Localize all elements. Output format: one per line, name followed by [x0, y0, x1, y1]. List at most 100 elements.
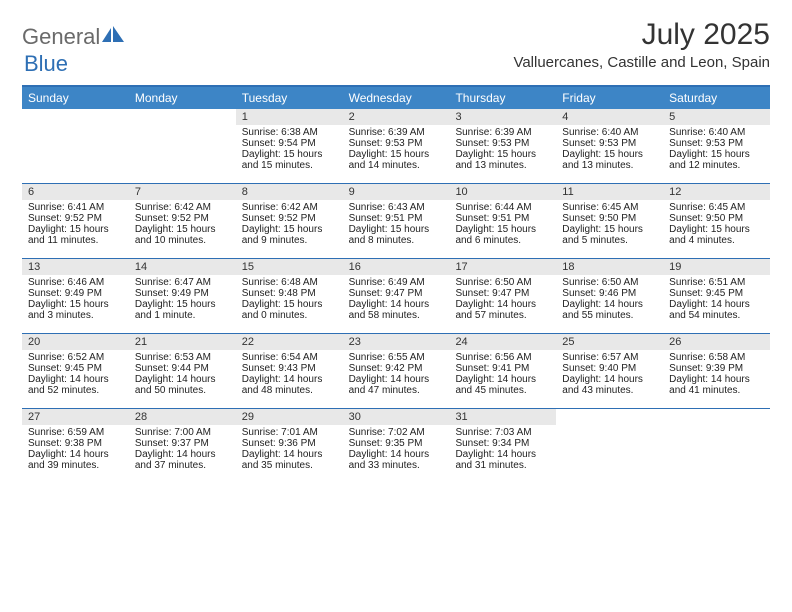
calendar-week: 20212223242526Sunrise: 6:52 AMSunset: 9:… — [22, 334, 770, 409]
day-number: 3 — [449, 109, 556, 125]
daynum-row: 12345 — [22, 109, 770, 125]
daybody-row: Sunrise: 6:52 AMSunset: 9:45 PMDaylight:… — [22, 350, 770, 408]
day-number: 30 — [343, 409, 450, 425]
day-cell — [556, 425, 663, 483]
dow-header: Monday — [129, 87, 236, 109]
logo-sail-icon — [102, 26, 124, 49]
weeks-container: 12345Sunrise: 6:38 AMSunset: 9:54 PMDayl… — [22, 109, 770, 483]
day-number: 27 — [22, 409, 129, 425]
day-cell: Sunrise: 6:42 AMSunset: 9:52 PMDaylight:… — [236, 200, 343, 258]
day-number: 31 — [449, 409, 556, 425]
day-cell: Sunrise: 6:44 AMSunset: 9:51 PMDaylight:… — [449, 200, 556, 258]
day-cell: Sunrise: 6:48 AMSunset: 9:48 PMDaylight:… — [236, 275, 343, 333]
day-number: 19 — [663, 259, 770, 275]
daybody-row: Sunrise: 6:59 AMSunset: 9:38 PMDaylight:… — [22, 425, 770, 483]
day-number: 12 — [663, 184, 770, 200]
calendar-week: 12345Sunrise: 6:38 AMSunset: 9:54 PMDayl… — [22, 109, 770, 184]
day-cell: Sunrise: 7:03 AMSunset: 9:34 PMDaylight:… — [449, 425, 556, 483]
calendar-week: 2728293031Sunrise: 6:59 AMSunset: 9:38 P… — [22, 409, 770, 483]
day-number: 25 — [556, 334, 663, 350]
day-cell: Sunrise: 6:55 AMSunset: 9:42 PMDaylight:… — [343, 350, 450, 408]
day-cell: Sunrise: 6:58 AMSunset: 9:39 PMDaylight:… — [663, 350, 770, 408]
day-number: 2 — [343, 109, 450, 125]
day-number — [22, 109, 129, 125]
day-cell: Sunrise: 6:51 AMSunset: 9:45 PMDaylight:… — [663, 275, 770, 333]
day-number: 7 — [129, 184, 236, 200]
daynum-row: 13141516171819 — [22, 259, 770, 275]
dow-header: Tuesday — [236, 87, 343, 109]
day-cell: Sunrise: 6:50 AMSunset: 9:46 PMDaylight:… — [556, 275, 663, 333]
day-number: 26 — [663, 334, 770, 350]
title-block: July 2025 Valluercanes, Castille and Leo… — [513, 18, 770, 71]
brand-part2: Blue — [24, 51, 68, 76]
day-cell: Sunrise: 6:49 AMSunset: 9:47 PMDaylight:… — [343, 275, 450, 333]
day-cell: Sunrise: 7:02 AMSunset: 9:35 PMDaylight:… — [343, 425, 450, 483]
day-cell: Sunrise: 6:39 AMSunset: 9:53 PMDaylight:… — [343, 125, 450, 183]
dow-header: Friday — [556, 87, 663, 109]
day-cell: Sunrise: 6:59 AMSunset: 9:38 PMDaylight:… — [22, 425, 129, 483]
day-number — [663, 409, 770, 425]
day-number — [556, 409, 663, 425]
day-number — [129, 109, 236, 125]
day-cell: Sunrise: 6:52 AMSunset: 9:45 PMDaylight:… — [22, 350, 129, 408]
day-number: 1 — [236, 109, 343, 125]
day-number: 20 — [22, 334, 129, 350]
daybody-row: Sunrise: 6:46 AMSunset: 9:49 PMDaylight:… — [22, 275, 770, 333]
day-number: 13 — [22, 259, 129, 275]
day-cell: Sunrise: 6:50 AMSunset: 9:47 PMDaylight:… — [449, 275, 556, 333]
day-number: 28 — [129, 409, 236, 425]
day-cell: Sunrise: 6:45 AMSunset: 9:50 PMDaylight:… — [556, 200, 663, 258]
day-number: 29 — [236, 409, 343, 425]
day-cell: Sunrise: 6:47 AMSunset: 9:49 PMDaylight:… — [129, 275, 236, 333]
day-number: 14 — [129, 259, 236, 275]
day-number: 10 — [449, 184, 556, 200]
day-number: 17 — [449, 259, 556, 275]
dow-header: Wednesday — [343, 87, 450, 109]
daynum-row: 20212223242526 — [22, 334, 770, 350]
day-cell: Sunrise: 6:39 AMSunset: 9:53 PMDaylight:… — [449, 125, 556, 183]
brand-part1: General — [22, 24, 100, 50]
day-number: 16 — [343, 259, 450, 275]
day-cell — [22, 125, 129, 183]
day-number: 4 — [556, 109, 663, 125]
day-cell: Sunrise: 6:41 AMSunset: 9:52 PMDaylight:… — [22, 200, 129, 258]
month-title: July 2025 — [513, 18, 770, 52]
day-cell: Sunrise: 6:42 AMSunset: 9:52 PMDaylight:… — [129, 200, 236, 258]
day-cell: Sunrise: 6:38 AMSunset: 9:54 PMDaylight:… — [236, 125, 343, 183]
day-number: 5 — [663, 109, 770, 125]
dow-header-row: SundayMondayTuesdayWednesdayThursdayFrid… — [22, 87, 770, 109]
dow-header: Sunday — [22, 87, 129, 109]
daybody-row: Sunrise: 6:41 AMSunset: 9:52 PMDaylight:… — [22, 200, 770, 258]
dow-header: Saturday — [663, 87, 770, 109]
day-number: 21 — [129, 334, 236, 350]
day-cell: Sunrise: 6:57 AMSunset: 9:40 PMDaylight:… — [556, 350, 663, 408]
day-cell: Sunrise: 7:00 AMSunset: 9:37 PMDaylight:… — [129, 425, 236, 483]
daynum-row: 2728293031 — [22, 409, 770, 425]
day-cell: Sunrise: 6:56 AMSunset: 9:41 PMDaylight:… — [449, 350, 556, 408]
day-number: 11 — [556, 184, 663, 200]
day-cell: Sunrise: 6:45 AMSunset: 9:50 PMDaylight:… — [663, 200, 770, 258]
dow-header: Thursday — [449, 87, 556, 109]
day-number: 22 — [236, 334, 343, 350]
daybody-row: Sunrise: 6:38 AMSunset: 9:54 PMDaylight:… — [22, 125, 770, 183]
day-cell: Sunrise: 6:40 AMSunset: 9:53 PMDaylight:… — [663, 125, 770, 183]
day-number: 8 — [236, 184, 343, 200]
day-cell — [129, 125, 236, 183]
calendar-week: 13141516171819Sunrise: 6:46 AMSunset: 9:… — [22, 259, 770, 334]
location-text: Valluercanes, Castille and Leon, Spain — [513, 54, 770, 71]
day-cell: Sunrise: 6:53 AMSunset: 9:44 PMDaylight:… — [129, 350, 236, 408]
brand-logo: General — [22, 18, 126, 50]
day-number: 24 — [449, 334, 556, 350]
calendar-week: 6789101112Sunrise: 6:41 AMSunset: 9:52 P… — [22, 184, 770, 259]
daynum-row: 6789101112 — [22, 184, 770, 200]
day-number: 23 — [343, 334, 450, 350]
day-cell: Sunrise: 6:40 AMSunset: 9:53 PMDaylight:… — [556, 125, 663, 183]
day-cell: Sunrise: 6:54 AMSunset: 9:43 PMDaylight:… — [236, 350, 343, 408]
calendar: SundayMondayTuesdayWednesdayThursdayFrid… — [22, 85, 770, 483]
day-number: 9 — [343, 184, 450, 200]
day-number: 15 — [236, 259, 343, 275]
day-cell: Sunrise: 6:46 AMSunset: 9:49 PMDaylight:… — [22, 275, 129, 333]
day-number: 6 — [22, 184, 129, 200]
day-cell: Sunrise: 6:43 AMSunset: 9:51 PMDaylight:… — [343, 200, 450, 258]
day-cell: Sunrise: 7:01 AMSunset: 9:36 PMDaylight:… — [236, 425, 343, 483]
